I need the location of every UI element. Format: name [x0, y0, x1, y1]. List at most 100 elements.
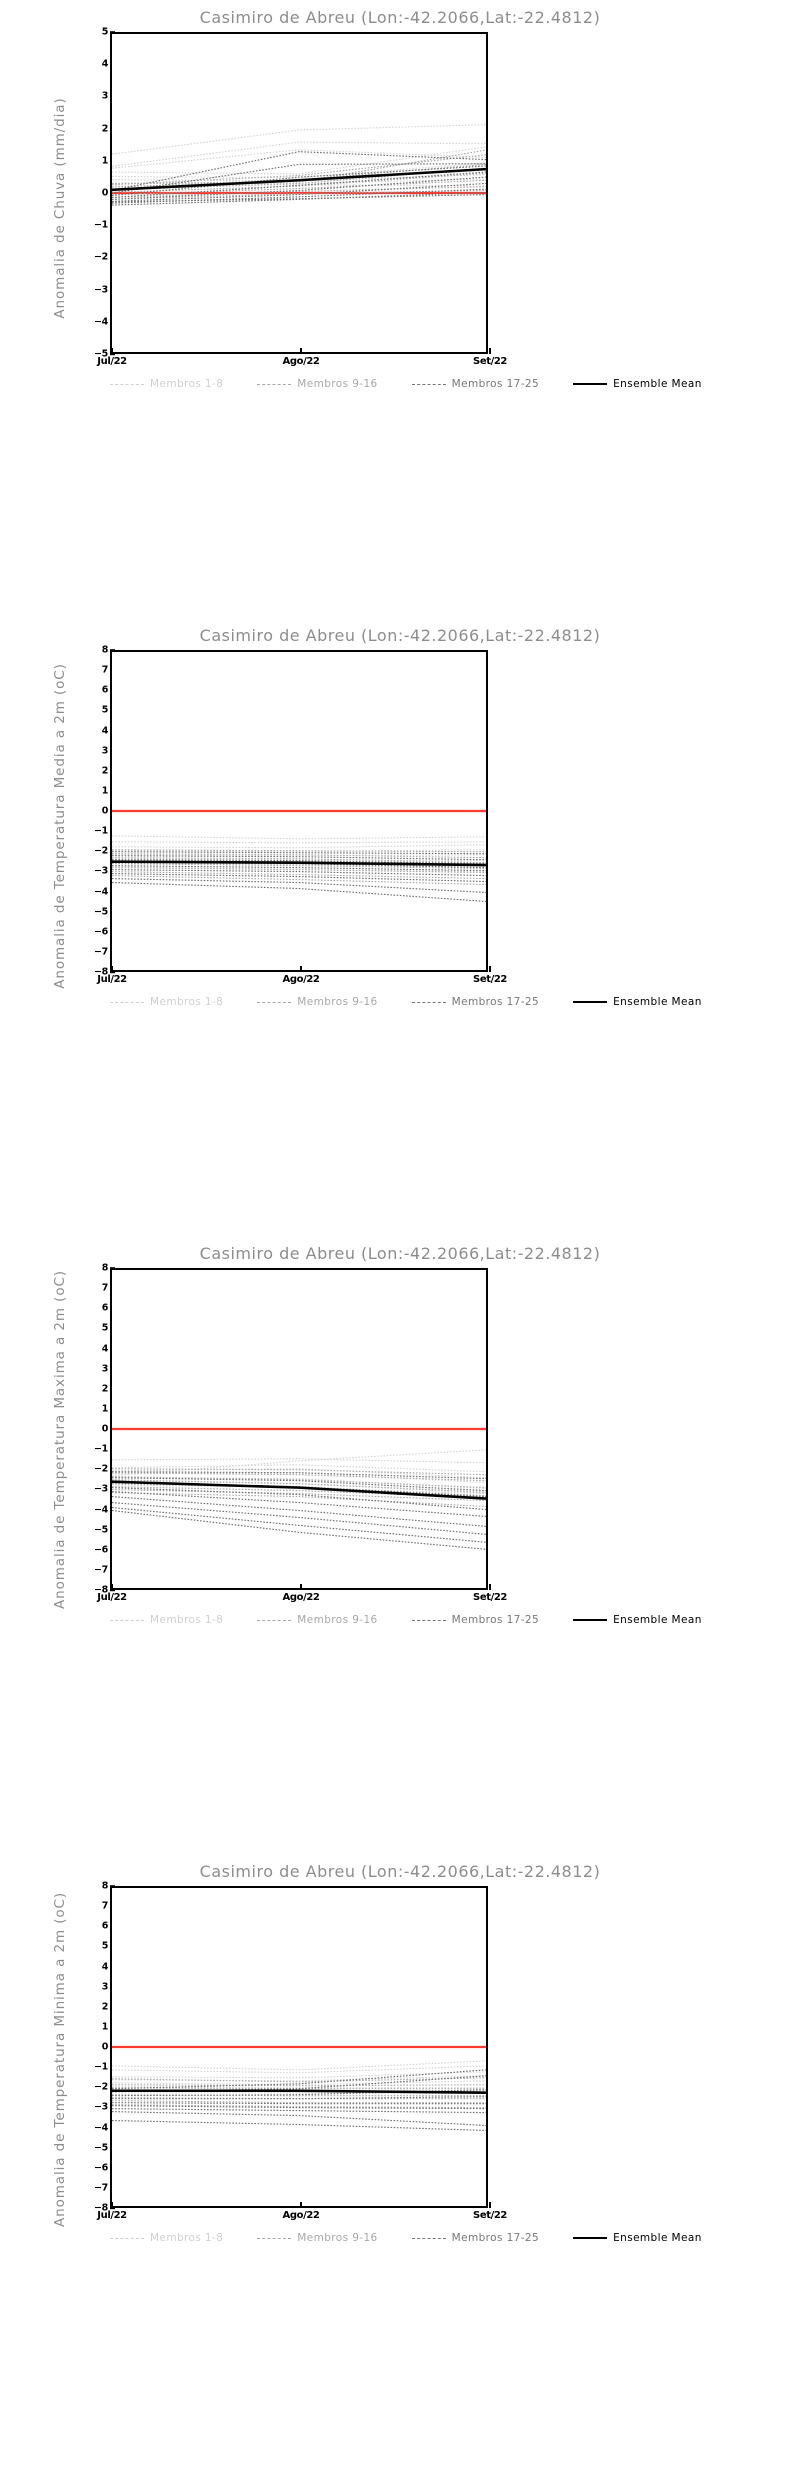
y-tick-label: −8 [94, 966, 108, 978]
y-tick-label: 6 [101, 1302, 109, 1314]
x-tick-label: Ago/22 [282, 1592, 320, 1603]
ensemble-member-line [112, 871, 486, 880]
legend-item[interactable]: Membros 9-16 [257, 378, 377, 390]
legend-dashed-line-icon [110, 2237, 144, 2239]
ensemble-member-line [112, 163, 486, 194]
legend-label: Ensemble Mean [613, 378, 702, 390]
legend-item[interactable]: Ensemble Mean [573, 1614, 702, 1626]
ensemble-member-line [112, 194, 486, 203]
y-tick-label: 5 [101, 1940, 109, 1952]
y-tick-label: 7 [101, 1900, 109, 1912]
legend-dashed-line-icon [257, 1619, 292, 1621]
legend-item[interactable]: Ensemble Mean [573, 996, 702, 1008]
chart-panel-temperatura-minima: Casimiro de Abreu (Lon:-42.2066,Lat:-22.… [0, 1854, 800, 2472]
ensemble-member-line [112, 1506, 486, 1543]
ensemble-member-line [112, 2075, 486, 2093]
ensemble-member-line [112, 1471, 486, 1480]
ensemble-member-line [112, 851, 486, 855]
ensemble-member-line [112, 2105, 486, 2110]
ensemble-mean-line [112, 167, 486, 192]
ensemble-member-line [112, 167, 486, 191]
chart-panel-temperatura-maxima: Casimiro de Abreu (Lon:-42.2066,Lat:-22.… [0, 1236, 800, 1854]
ensemble-member-line [112, 2065, 486, 2074]
legend-item[interactable]: Membros 9-16 [257, 1614, 377, 1626]
ensemble-member-line [112, 2104, 486, 2109]
legend-item[interactable]: Membros 17-25 [411, 378, 539, 390]
legend-item[interactable]: Membros 17-25 [411, 1614, 539, 1626]
y-tick-label: −3 [94, 865, 108, 877]
ensemble-member-line [112, 191, 486, 206]
legend-label: Membros 1-8 [150, 378, 224, 390]
x-tick-label: Jul/22 [97, 1592, 127, 1603]
y-tick-label: 5 [101, 1322, 109, 1334]
legend-label: Ensemble Mean [613, 996, 702, 1008]
y-tick-label: −2 [94, 251, 108, 263]
y-tick-label: 8 [101, 644, 109, 656]
ensemble-member-line [112, 2060, 486, 2071]
chart-legend: Membros 1-8 Membros 9-16 Membros 17-25 Ense… [110, 1614, 790, 1626]
legend-dashed-line-icon [257, 2237, 292, 2239]
ensemble-member-line [112, 835, 486, 840]
y-tick-label: 2 [101, 1383, 109, 1395]
ensemble-mean-line [112, 1480, 486, 1500]
x-tick-label: Jul/22 [97, 974, 127, 985]
legend-dashed-line-icon [110, 383, 144, 385]
y-axis-ticks: 8 7 6 5 4 3 2 1 0 −1 −2 −3 −4 −5 −6 −7 −8 [0, 645, 115, 978]
y-tick-label: 7 [101, 664, 109, 676]
legend-item[interactable]: Ensemble Mean [573, 378, 702, 390]
legend-item[interactable]: Membros 9-16 [257, 996, 377, 1008]
ensemble-member-line [112, 844, 486, 849]
y-tick-label: 1 [101, 155, 109, 167]
y-tick-label: −5 [94, 2142, 108, 2154]
ensemble-member-line [112, 176, 486, 200]
legend-dashed-line-icon [411, 1001, 446, 1003]
ensemble-member-line [112, 875, 486, 886]
ensemble-member-line [112, 869, 486, 877]
plot-area [110, 650, 488, 972]
ensemble-member-line [112, 2094, 486, 2097]
y-tick-label: −6 [94, 2162, 108, 2174]
plot-area [110, 1886, 488, 2208]
y-tick-mark [110, 971, 115, 973]
legend-label: Membros 9-16 [297, 378, 378, 390]
x-axis-ticks: Jul/22 Ago/22 Set/22 [0, 1584, 800, 1610]
ensemble-member-line [112, 2096, 486, 2100]
legend-item[interactable]: Membros 1-8 [110, 1614, 223, 1626]
y-tick-label: 0 [101, 805, 109, 817]
ensemble-member-line [112, 2092, 486, 2095]
ensemble-member-line [112, 165, 486, 197]
legend-dashed-line-icon [110, 1001, 144, 1003]
legend-dashed-line-icon [257, 383, 292, 385]
ensemble-member-line [112, 2086, 486, 2089]
y-tick-mark [110, 1589, 115, 1591]
y-tick-label: −1 [94, 825, 108, 837]
x-tick-mark [300, 348, 302, 354]
ensemble-member-line [112, 1487, 486, 1511]
legend-label: Membros 17-25 [451, 996, 540, 1008]
ensemble-member-line [112, 2080, 486, 2086]
legend-item[interactable]: Membros 1-8 [110, 996, 223, 1008]
legend-item[interactable]: Ensemble Mean [573, 2232, 702, 2244]
legend-item[interactable]: Membros 1-8 [110, 378, 223, 390]
ensemble-member-line [112, 2108, 486, 2114]
ensemble-member-line [112, 162, 486, 179]
ensemble-member-line [112, 855, 486, 861]
legend-item[interactable]: Membros 17-25 [411, 996, 540, 1008]
legend-solid-line-icon [573, 2237, 608, 2239]
legend-item[interactable]: Membros 9-16 [257, 2232, 377, 2244]
x-tick-mark [489, 966, 491, 972]
legend-item[interactable]: Membros 1-8 [110, 2232, 223, 2244]
x-tick-label: Set/22 [473, 2210, 507, 2221]
ensemble-member-line [112, 1509, 486, 1550]
legend-item[interactable]: Membros 17-25 [411, 2232, 539, 2244]
x-axis-ticks: Jul/22 Ago/22 Set/22 [0, 348, 800, 374]
y-tick-label: −1 [94, 219, 108, 231]
y-tick-mark [110, 2207, 115, 2209]
y-tick-label: 2 [101, 765, 109, 777]
y-tick-label: −7 [94, 1564, 108, 1576]
legend-solid-line-icon [573, 383, 608, 385]
page-title: Casimiro de Abreu (Lon:-42.2066,Lat:-22.… [199, 1862, 601, 1881]
ensemble-member-line [112, 1458, 486, 1464]
ensemble-member-line [112, 865, 486, 872]
ensemble-member-line [112, 853, 486, 859]
